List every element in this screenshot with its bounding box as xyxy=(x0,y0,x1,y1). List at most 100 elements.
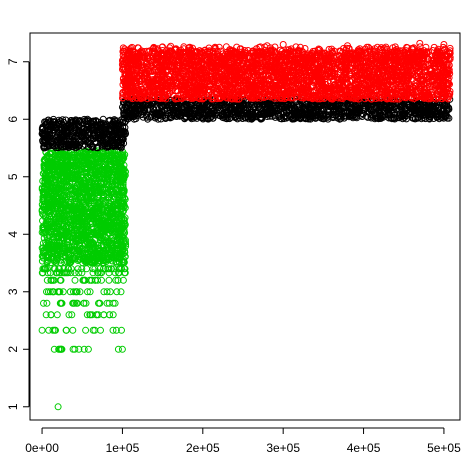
data-point xyxy=(84,345,92,353)
data-point xyxy=(89,211,97,219)
data-point xyxy=(62,137,70,145)
data-point xyxy=(40,224,48,232)
data-point xyxy=(118,345,126,353)
data-point xyxy=(71,236,79,244)
data-point xyxy=(84,224,92,232)
data-point xyxy=(62,326,70,334)
data-point xyxy=(118,265,126,273)
data-point xyxy=(112,276,120,284)
data-point xyxy=(109,311,117,319)
data-point xyxy=(74,265,82,273)
data-point xyxy=(56,269,63,277)
data-point xyxy=(111,201,119,208)
data-point xyxy=(96,233,103,241)
data-point xyxy=(114,176,122,184)
data-point xyxy=(54,144,62,152)
data-point xyxy=(72,239,80,247)
data-point xyxy=(49,192,57,200)
data-point xyxy=(59,288,67,296)
data-point xyxy=(65,311,73,319)
data-point xyxy=(42,248,50,256)
data-point xyxy=(113,163,121,171)
data-point xyxy=(39,123,47,131)
data-point xyxy=(55,209,63,217)
data-point xyxy=(51,156,59,164)
data-point xyxy=(107,125,115,133)
data-point xyxy=(59,199,67,206)
data-point xyxy=(54,185,62,193)
data-point xyxy=(51,326,59,334)
data-point xyxy=(58,345,66,353)
data-point xyxy=(78,132,86,140)
data-point xyxy=(95,217,103,225)
data-point xyxy=(63,229,71,237)
data-point xyxy=(38,252,46,260)
data-point xyxy=(82,168,90,176)
data-point xyxy=(47,199,55,206)
data-point xyxy=(86,311,94,319)
data-point xyxy=(47,138,55,146)
data-point xyxy=(91,178,98,186)
data-point xyxy=(71,227,79,235)
data-point xyxy=(91,169,99,177)
data-point xyxy=(119,276,127,284)
data-point xyxy=(118,211,126,219)
data-point xyxy=(71,345,79,353)
data-point xyxy=(42,186,50,194)
data-point xyxy=(55,177,63,185)
data-point xyxy=(76,141,83,149)
data-point xyxy=(96,203,104,210)
data-point xyxy=(117,288,125,296)
data-point xyxy=(43,217,51,224)
data-point xyxy=(40,143,48,151)
data-point xyxy=(51,218,59,226)
data-point xyxy=(43,299,51,307)
data-point xyxy=(42,311,50,319)
data-point xyxy=(52,233,60,241)
data-point xyxy=(81,206,89,214)
data-point xyxy=(59,156,66,164)
data-point xyxy=(84,288,91,296)
data-point xyxy=(53,202,61,210)
data-point xyxy=(55,265,63,273)
data-point xyxy=(48,241,56,249)
data-point xyxy=(65,265,73,273)
data-point xyxy=(60,191,68,199)
data-point xyxy=(44,221,52,228)
data-point xyxy=(38,326,46,334)
data-point xyxy=(106,161,114,169)
data-point xyxy=(112,120,119,128)
data-point xyxy=(78,269,86,277)
data-point xyxy=(112,138,120,146)
data-point xyxy=(107,225,115,233)
data-point xyxy=(79,222,87,230)
data-point xyxy=(42,246,50,253)
data-point xyxy=(94,118,102,126)
data-point xyxy=(98,128,106,135)
data-point xyxy=(83,265,91,273)
data-point xyxy=(110,159,118,167)
data-point xyxy=(86,141,94,149)
data-point xyxy=(78,168,86,176)
data-point xyxy=(56,299,64,307)
data-point xyxy=(46,244,54,252)
data-point xyxy=(110,224,118,232)
data-point xyxy=(54,403,62,411)
data-point xyxy=(82,117,89,125)
data-point xyxy=(75,190,83,198)
data-point xyxy=(76,288,84,296)
data-point xyxy=(107,189,115,196)
data-point xyxy=(114,276,122,284)
data-point xyxy=(88,204,96,212)
data-point xyxy=(68,205,76,212)
data-point xyxy=(99,141,107,149)
data-point xyxy=(46,150,54,158)
data-point xyxy=(120,228,127,235)
data-point xyxy=(72,198,80,206)
data-point xyxy=(79,276,87,284)
data-point xyxy=(85,131,92,139)
data-point xyxy=(100,203,108,211)
data-point xyxy=(54,212,62,220)
data-point xyxy=(66,288,74,296)
